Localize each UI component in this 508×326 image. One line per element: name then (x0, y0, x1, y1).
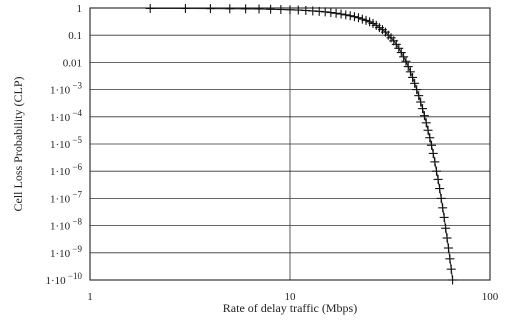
data-point-marker (410, 79, 419, 88)
data-point-marker (445, 254, 454, 263)
data-point-marker (434, 175, 443, 184)
data-point-marker (397, 48, 406, 57)
data-point-marker (427, 141, 436, 150)
data-point-marker (276, 5, 285, 14)
data-point-marker (412, 85, 421, 94)
y-tick-label: 1·10 −9 (50, 244, 82, 260)
data-point-marker (346, 11, 355, 20)
x-axis-label: Rate of delay traffic (Mbps) (223, 301, 357, 315)
data-point-marker (266, 5, 275, 14)
y-tick-label: 1·10 −3 (50, 81, 82, 97)
data-point-marker (448, 276, 457, 285)
data-point-marker (326, 8, 335, 17)
data-point-marker (425, 133, 434, 142)
data-point-marker (406, 67, 415, 76)
data-point-marker (241, 4, 250, 13)
data-point-marker (321, 7, 330, 16)
data-point-marker (350, 12, 359, 21)
data-point-marker (416, 98, 425, 107)
y-tick-label: 1·10 −4 (50, 108, 82, 124)
data-point-marker (394, 44, 403, 53)
y-tick-label: 1·10 −5 (50, 135, 82, 151)
grid (90, 8, 490, 280)
y-tick-label: 1 (77, 3, 83, 15)
data-point-marker (399, 52, 408, 61)
data-point-marker (420, 111, 429, 120)
data-point-marker (432, 167, 441, 176)
y-tick-label: 1·10 −7 (50, 189, 82, 205)
data-point-marker (429, 149, 438, 158)
data-point-marker (255, 4, 264, 13)
data-point-marker (447, 265, 456, 274)
data-point-marker (430, 157, 439, 166)
data-point-marker (341, 10, 350, 19)
data-point-marker (444, 244, 453, 253)
y-tick-label: 1·10 −8 (50, 217, 82, 233)
y-axis-label: Cell Loss Probability (CLP) (11, 76, 25, 211)
data-point-marker (414, 91, 423, 100)
data-point-marker (438, 203, 447, 212)
y-tick-label: 1·10 −6 (50, 162, 82, 178)
data-point-marker (146, 4, 155, 13)
data-point-marker (435, 184, 444, 193)
data-point-marker (225, 4, 234, 13)
y-tick-labels: 1 0.1 0.01 1·10 −3 1·10 −4 1·10 −5 1·10 −6 1·10… (46, 3, 83, 287)
data-point-marker (443, 234, 452, 243)
data-point-marker (418, 104, 427, 113)
data-point-marker (437, 194, 446, 203)
y-tick-label: 0.1 (68, 30, 82, 42)
data-point-marker (181, 4, 190, 13)
data-point-marker (424, 126, 433, 135)
data-point-marker (206, 4, 215, 13)
data-point-marker (337, 10, 346, 19)
x-tick-label: 100 (482, 291, 499, 303)
x-tick-label: 1 (87, 291, 93, 303)
y-tick-label: 1·10 −10 (46, 271, 83, 287)
data-point-marker (286, 5, 295, 14)
y-tick-label: 0.01 (63, 57, 82, 69)
data-point-marker (332, 9, 341, 18)
data-point-marker (441, 224, 450, 233)
data-point-marker (440, 213, 449, 222)
data-point-marker (408, 73, 417, 82)
data-point-marker (404, 62, 413, 71)
data-point-marker (401, 57, 410, 66)
data-point-marker (422, 118, 431, 127)
